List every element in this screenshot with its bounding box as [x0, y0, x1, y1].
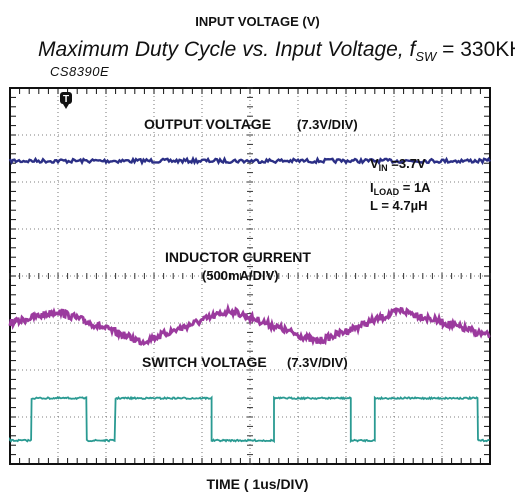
switch-voltage-label: SWITCH VOLTAGE	[142, 354, 267, 370]
vin-annotation: VIN =3.7V	[370, 156, 426, 173]
trigger-marker-box	[60, 92, 72, 104]
graticule	[9, 87, 491, 465]
inductor-current-trace	[8, 302, 491, 347]
title-frequency: = 330KHz	[442, 38, 515, 61]
output-voltage-scale: (7.3V/DIV)	[297, 117, 358, 132]
inductance-annotation: L = 4.7µH	[370, 198, 427, 213]
traces	[8, 155, 492, 444]
iload-subscript: LOAD	[374, 187, 400, 197]
annotations: OUTPUT VOLTAGE (7.3V/DIV) INDUCTOR CURRE…	[142, 116, 431, 370]
switch-voltage-scale: (7.3V/DIV)	[287, 355, 348, 370]
iload-value: = 1A	[399, 180, 431, 195]
chart-title: Maximum Duty Cycle vs. Input Voltage, fS…	[38, 38, 515, 64]
vin-label: V	[370, 156, 379, 171]
vin-value: =3.7V	[388, 156, 426, 171]
chart-subtitle: CS8390E	[50, 64, 110, 79]
iload-annotation: ILOAD = 1A	[370, 180, 431, 197]
trigger-marker-arrow	[63, 104, 69, 109]
iload-label: I	[370, 180, 374, 195]
trigger-marker-label: T	[63, 94, 69, 105]
inductor-current-label: INDUCTOR CURRENT	[165, 249, 311, 265]
x-axis-label: TIME ( 1us/DIV)	[206, 476, 309, 492]
switch-voltage-trace	[9, 395, 490, 444]
trigger-marker: T	[60, 92, 72, 109]
output-voltage-label: OUTPUT VOLTAGE	[144, 116, 271, 132]
title-subscript: SW	[415, 49, 437, 65]
title-main: Maximum Duty Cycle vs. Input Voltage, f	[38, 38, 416, 61]
vin-subscript: IN	[379, 163, 388, 173]
inductor-current-scale: (500mA/DIV)	[202, 268, 279, 283]
top-label: INPUT VOLTAGE (V)	[195, 14, 320, 29]
output-voltage-trace	[8, 155, 492, 166]
